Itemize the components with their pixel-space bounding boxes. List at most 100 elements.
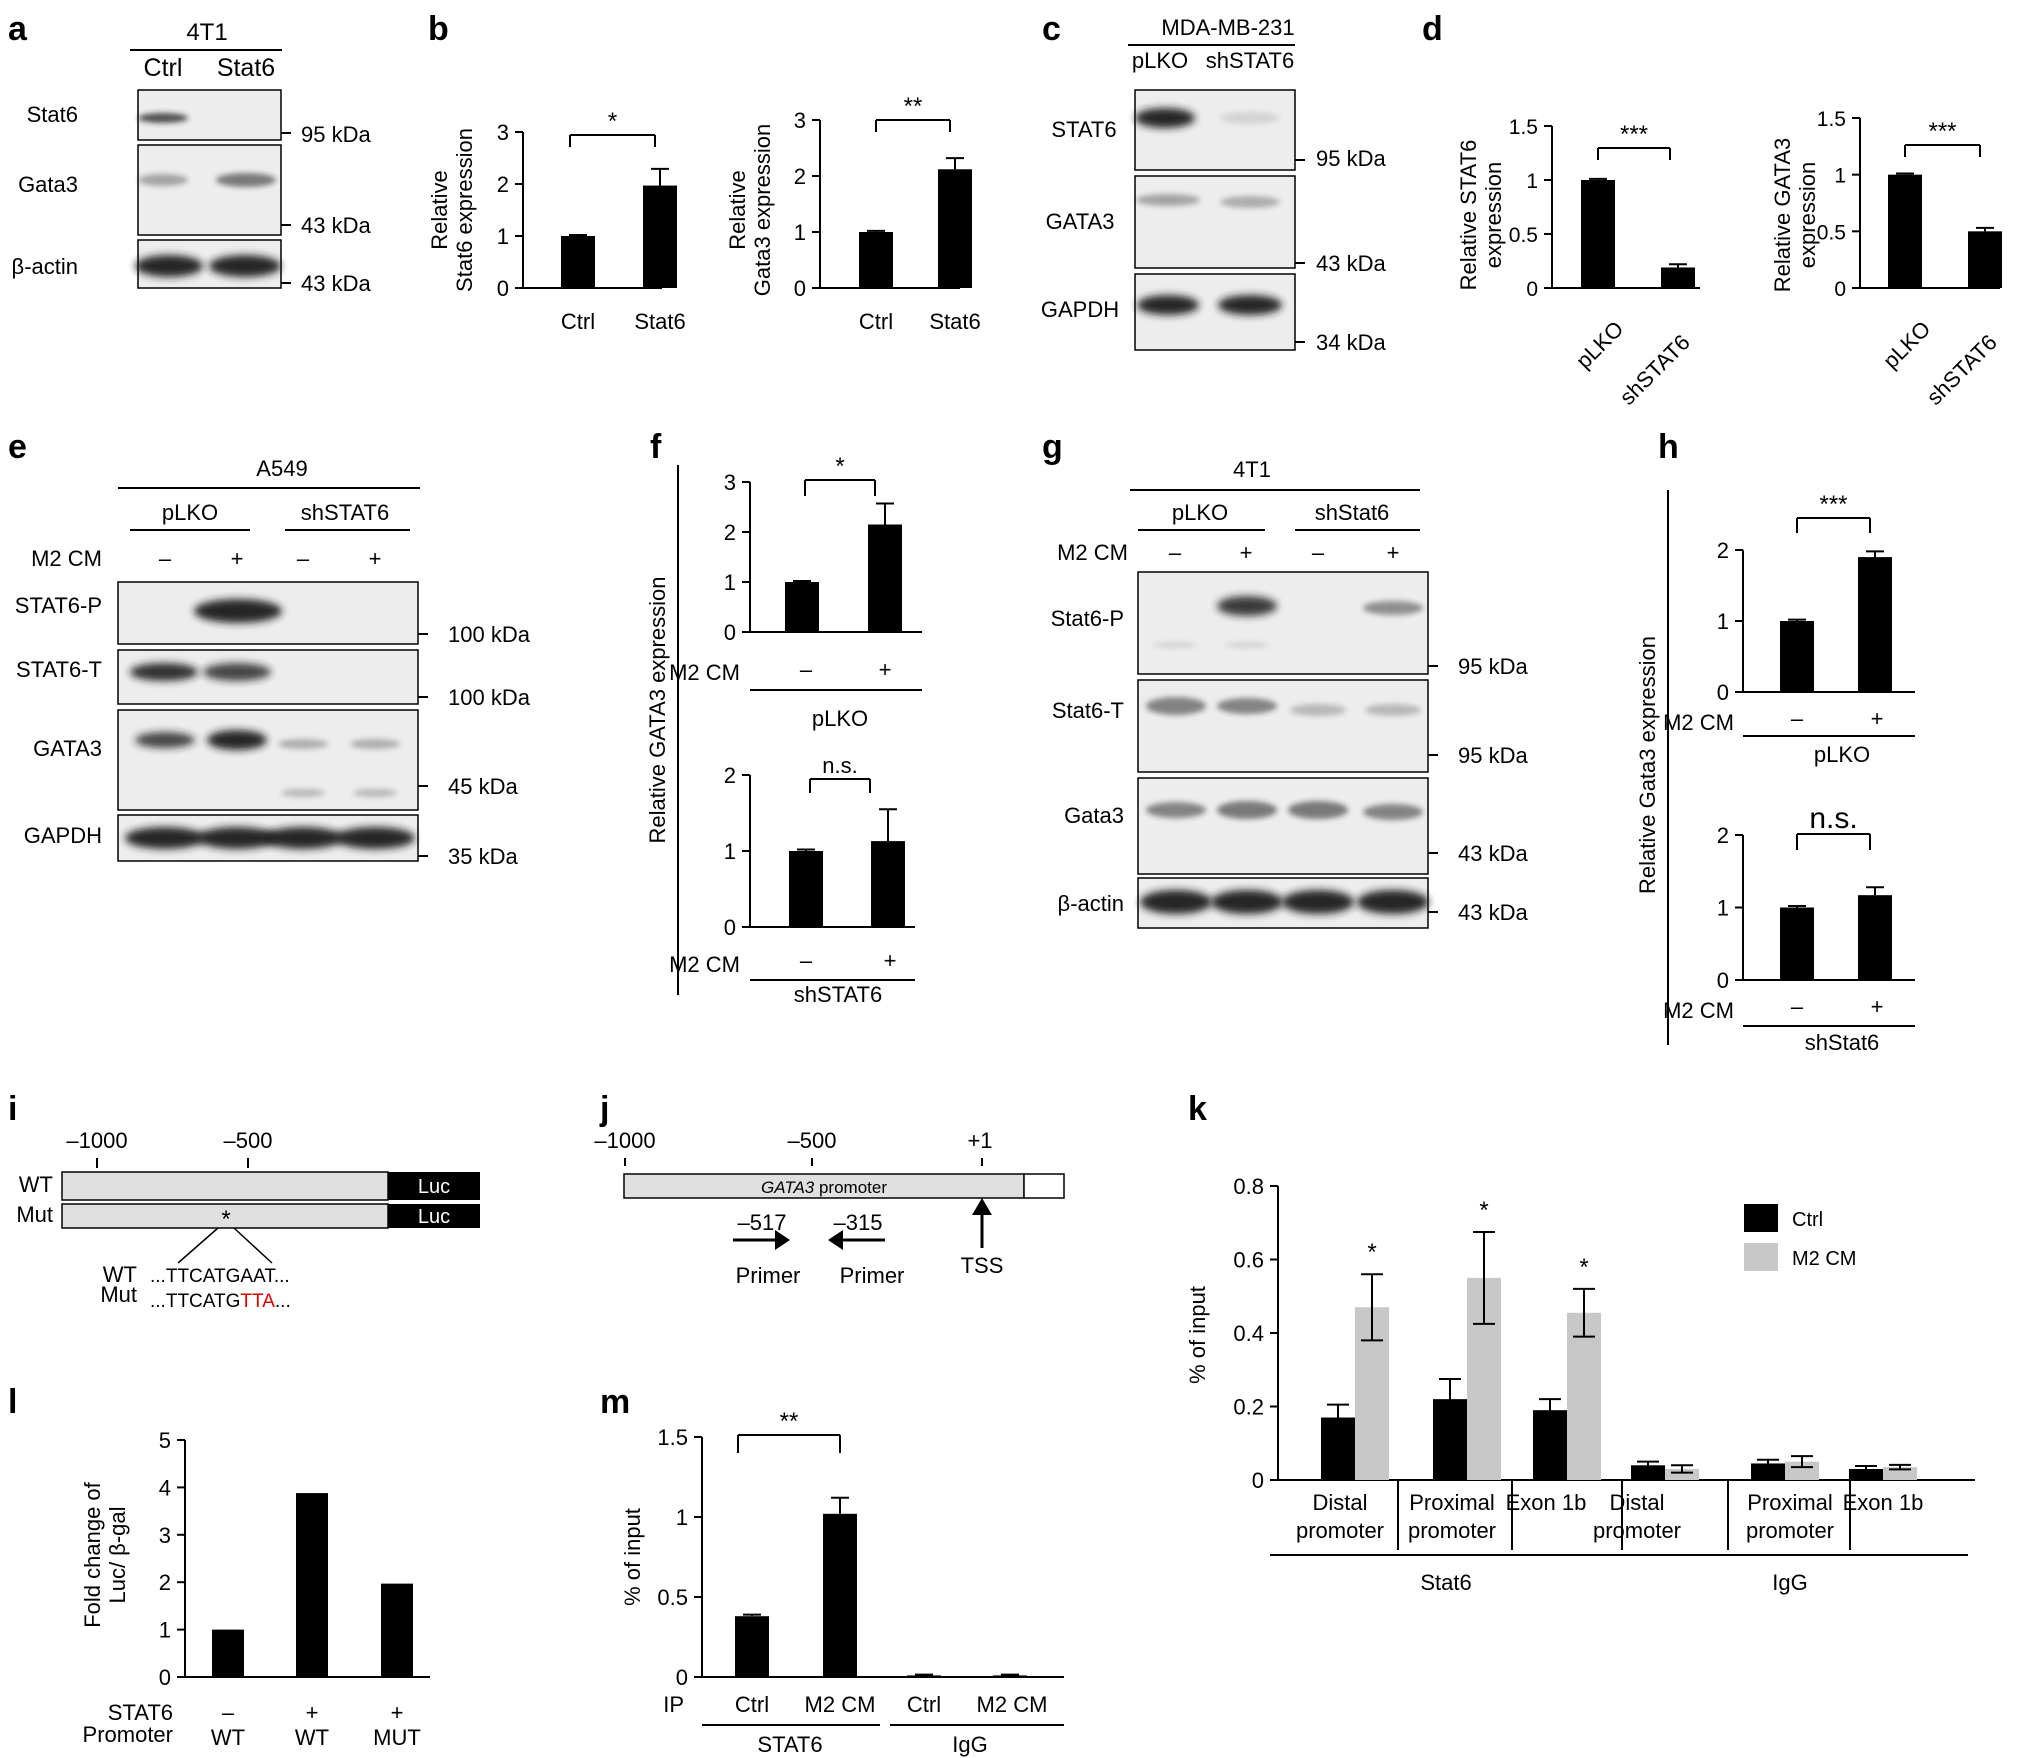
y-tick-label: 0 [724, 620, 736, 645]
band [1146, 802, 1206, 818]
blot-frame [1137, 777, 1429, 875]
row-label: Stat6-P [1051, 606, 1124, 631]
panel-letters: a b c d e f g h i j k l m [8, 10, 1679, 1421]
bar [868, 524, 902, 632]
y-axis-title: Relative [427, 170, 452, 249]
cm-sign: – [1791, 994, 1804, 1019]
arrow-head [775, 1230, 790, 1250]
bar [789, 851, 823, 927]
kda-label: 95 kDa [301, 122, 371, 147]
bar [1888, 174, 1922, 288]
band [138, 174, 188, 186]
y-tick-label: 1.5 [657, 1425, 688, 1450]
band [135, 255, 203, 277]
panel-letter: m [600, 1383, 630, 1421]
band [1220, 196, 1280, 208]
row-label: Gata3 [18, 172, 78, 197]
y-axis-title: Relative STAT6 [1456, 140, 1481, 291]
x-tick-label: pLKO [1571, 316, 1628, 373]
y-tick-label: 0 [1252, 1468, 1264, 1493]
panel-letter: j [599, 1090, 609, 1128]
promoter-word: promoter [814, 1178, 887, 1197]
band [281, 789, 325, 797]
band [207, 730, 267, 750]
cm-sign: + [369, 546, 382, 571]
group-label: Stat6 [1420, 1570, 1471, 1595]
y-tick-label: 0.5 [1817, 221, 1846, 244]
y-tick-label: 0 [1834, 278, 1846, 301]
cm-sign: – [800, 948, 813, 973]
y-tick-label: 0.4 [1233, 1321, 1264, 1346]
x-tick-label: Distal [1312, 1490, 1367, 1515]
y-tick-label: 1 [794, 220, 806, 245]
bar [1883, 1467, 1917, 1480]
band [1363, 804, 1423, 820]
band [1363, 601, 1423, 615]
row-value: – [222, 1700, 235, 1725]
y-axis-title: Stat6 expression [452, 128, 477, 292]
y-axis-title: % of input [620, 1508, 645, 1606]
band [1217, 596, 1277, 616]
y-tick-label: 1 [724, 839, 736, 864]
y-tick-label: 1.5 [1817, 108, 1846, 131]
cm-sign: + [1387, 540, 1400, 565]
blot-frame [1134, 89, 1296, 171]
cm-sign: + [879, 657, 892, 682]
y-axis-title: expression [1795, 162, 1820, 268]
panel-c: MDA-MB-231 pLKO shSTAT6 95 kDa STAT6 43 kDa GA… [1041, 15, 1387, 355]
cm-label: M2 CM [31, 546, 102, 571]
row-value: WT [211, 1725, 245, 1750]
band [1217, 698, 1277, 714]
y-tick-label: 0.5 [657, 1585, 688, 1610]
kda-label: 43 kDa [1458, 841, 1528, 866]
y-tick-label: 2 [1717, 538, 1729, 563]
sequence-text: ...TTCATGAAT... [150, 1266, 290, 1287]
label: 4T1 [186, 19, 227, 46]
panel-letter: e [8, 428, 27, 466]
cm-sign: + [884, 948, 897, 973]
cm-label: M2 CM [669, 952, 740, 977]
y-axis-title: Relative GATA3 [1770, 138, 1795, 292]
significance-label: n.s. [822, 753, 857, 778]
band [353, 789, 397, 797]
y-axis-title: Relative Gata3 expression [1635, 636, 1660, 894]
y-tick-label: 0.6 [1233, 1248, 1264, 1273]
x-tick-label: shSTAT6 [1615, 330, 1695, 410]
y-axis-title: Fold change of [80, 1481, 105, 1627]
construct-label: WT [19, 1172, 53, 1197]
row-label: Stat6 [27, 102, 78, 127]
row-value: WT [295, 1725, 329, 1750]
bar [1665, 1468, 1699, 1480]
cm-sign: + [1240, 540, 1253, 565]
band [350, 739, 400, 749]
x-tick-label: Proximal [1409, 1490, 1495, 1515]
band [1137, 295, 1199, 315]
panel-m: 0 0.2 0.4 0.6 0.8 * * * Ctrl M2 CM Distal promoter P… [1185, 1174, 1975, 1595]
panel-letter: l [8, 1383, 17, 1421]
position-label: –1000 [594, 1128, 655, 1153]
x-tick-label: pLKO [1878, 316, 1935, 373]
bar [1581, 180, 1615, 288]
y-tick-label: 1 [1526, 170, 1538, 193]
label: 4T1 [1233, 457, 1271, 482]
primer-position: –315 [834, 1210, 883, 1235]
bar [938, 169, 972, 288]
band [1140, 890, 1212, 914]
blot-frame [1137, 679, 1429, 773]
y-axis-title: Relative GATA3 expression [645, 577, 670, 844]
luc-label: Luc [418, 1176, 450, 1198]
band [1218, 295, 1282, 315]
x-tick-label: shSTAT6 [1922, 330, 2002, 410]
y-axis-title: expression [1481, 162, 1506, 268]
primer-label: Primer [736, 1263, 801, 1288]
y-tick-label: 2 [159, 1570, 171, 1595]
x-tick-label: Ctrl [735, 1692, 769, 1717]
sequence-text: ...TTCATGTTA... [150, 1291, 291, 1312]
panel-letter: g [1042, 428, 1063, 466]
cm-label: M2 CM [1057, 540, 1128, 565]
